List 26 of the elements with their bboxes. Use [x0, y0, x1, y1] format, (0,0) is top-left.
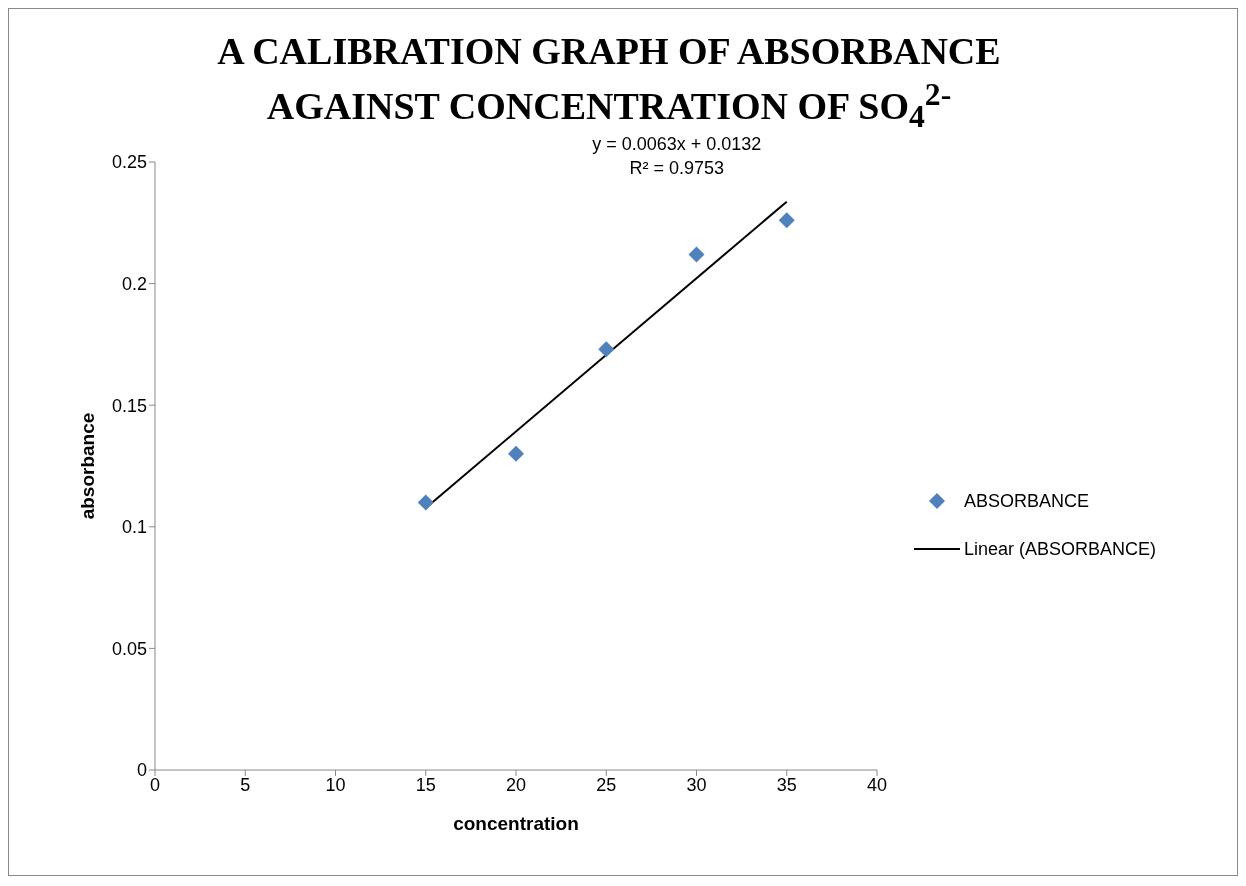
x-axis-title: concentration — [453, 813, 579, 834]
x-tick-label: 35 — [776, 774, 797, 795]
x-tick-label: 25 — [596, 774, 617, 795]
x-tick-label: 15 — [415, 774, 436, 795]
legend-label: Linear (ABSORBANCE) — [964, 538, 1157, 560]
annotation: R² = 0.9753 — [628, 157, 726, 179]
y-tick-label: 0.25 — [111, 152, 147, 173]
text: y = 0.0063x + 0.0132 — [591, 133, 763, 155]
y-tick-label: 0.1 — [121, 517, 147, 538]
y-axis-title: absorbance — [76, 412, 98, 520]
y-tick-label: 0.05 — [111, 638, 147, 659]
x-tick-label: 30 — [686, 774, 707, 795]
point — [417, 494, 434, 511]
x-tick-label: 0 — [149, 774, 161, 795]
point — [598, 341, 615, 358]
point — [688, 246, 705, 263]
y-tick-label: 0.15 — [111, 395, 147, 416]
x-tick-label: 10 — [325, 774, 346, 795]
y-tick-label: 0 — [136, 760, 147, 781]
point — [778, 212, 795, 229]
x-tick-label: 40 — [866, 774, 888, 795]
y-tick-label: 0.2 — [121, 273, 147, 294]
legend-label: ABSORBANCE — [964, 490, 1090, 512]
x-tick-label: 5 — [240, 774, 251, 795]
point — [508, 445, 524, 462]
x-tick-label: 20 — [505, 774, 527, 795]
